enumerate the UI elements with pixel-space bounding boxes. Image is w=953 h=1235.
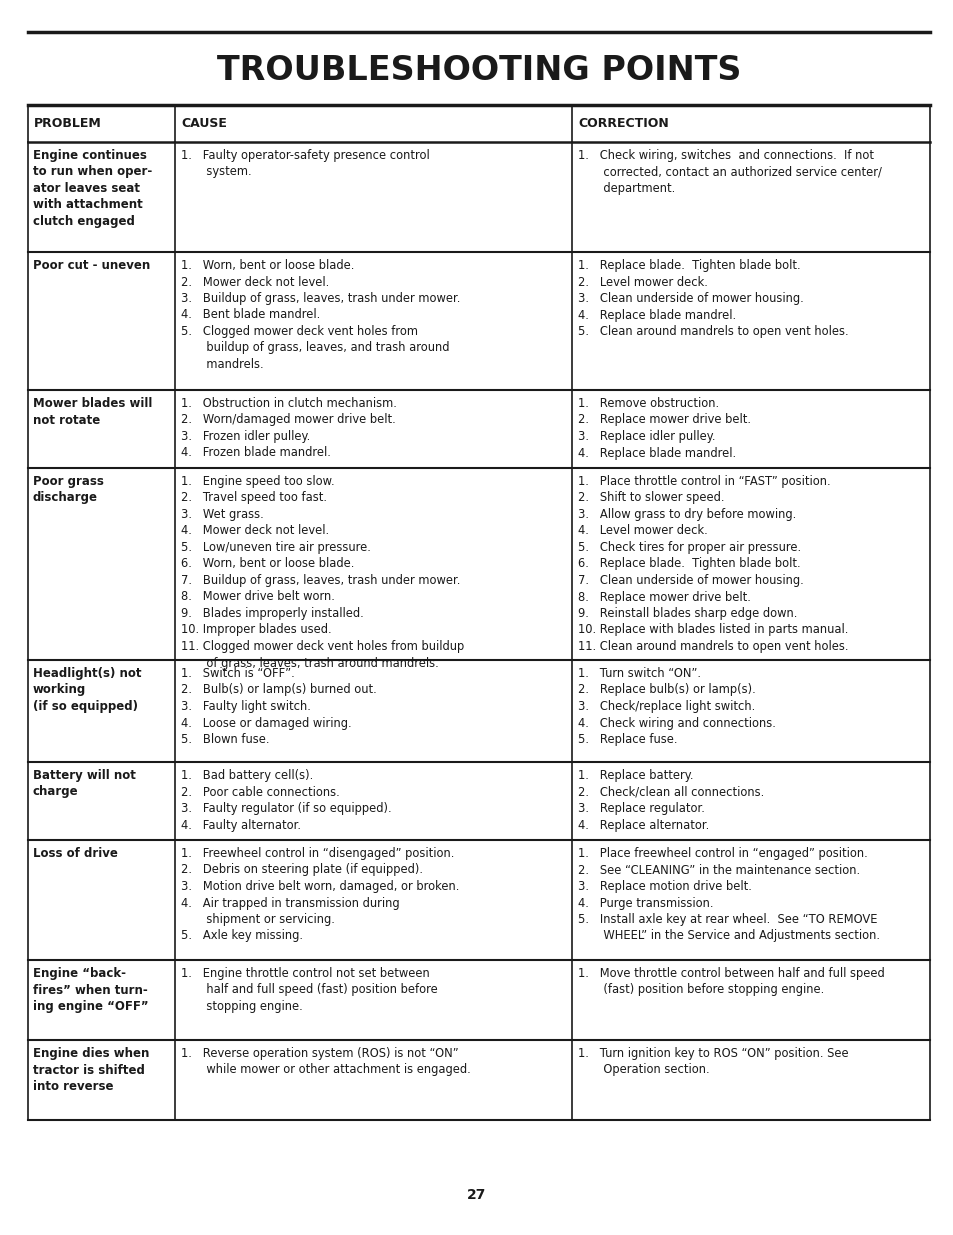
Text: 1.   Move throttle control between half and full speed
       (fast) position be: 1. Move throttle control between half an… [578, 967, 883, 997]
Text: 27: 27 [467, 1188, 486, 1202]
Text: 1.   Bad battery cell(s).
2.   Poor cable connections.
3.   Faulty regulator (if: 1. Bad battery cell(s). 2. Poor cable co… [181, 769, 392, 831]
Text: Engine dies when
tractor is shifted
into reverse: Engine dies when tractor is shifted into… [33, 1047, 150, 1093]
Text: 1.   Place throttle control in “FAST” position.
2.   Shift to slower speed.
3.  : 1. Place throttle control in “FAST” posi… [578, 475, 847, 653]
Text: Poor cut - uneven: Poor cut - uneven [33, 259, 150, 272]
Text: 1.   Turn switch “ON”.
2.   Replace bulb(s) or lamp(s).
3.   Check/replace light: 1. Turn switch “ON”. 2. Replace bulb(s) … [578, 667, 775, 746]
Text: 1.   Obstruction in clutch mechanism.
2.   Worn/damaged mower drive belt.
3.   F: 1. Obstruction in clutch mechanism. 2. W… [181, 396, 396, 459]
Text: 1.   Engine throttle control not set between
       half and full speed (fast) p: 1. Engine throttle control not set betwe… [181, 967, 437, 1013]
Text: Headlight(s) not
working
(if so equipped): Headlight(s) not working (if so equipped… [33, 667, 141, 713]
Text: 1.   Turn ignition key to ROS “ON” position. See
       Operation section.: 1. Turn ignition key to ROS “ON” positio… [578, 1047, 848, 1077]
Text: 1.   Reverse operation system (ROS) is not “ON”
       while mower or other atta: 1. Reverse operation system (ROS) is not… [181, 1047, 470, 1077]
Text: Engine “back-
fires” when turn-
ing engine “OFF”: Engine “back- fires” when turn- ing engi… [33, 967, 149, 1013]
Text: 1.   Faulty operator-safety presence control
       system.: 1. Faulty operator-safety presence contr… [181, 149, 429, 179]
Text: Mower blades will
not rotate: Mower blades will not rotate [33, 396, 152, 426]
Text: 1.   Switch is “OFF”.
2.   Bulb(s) or lamp(s) burned out.
3.   Faulty light swit: 1. Switch is “OFF”. 2. Bulb(s) or lamp(s… [181, 667, 376, 746]
Text: 1.   Replace battery.
2.   Check/clean all connections.
3.   Replace regulator.
: 1. Replace battery. 2. Check/clean all c… [578, 769, 763, 831]
Text: Battery will not
charge: Battery will not charge [33, 769, 135, 799]
Text: CAUSE: CAUSE [181, 117, 227, 130]
Text: 1.   Replace blade.  Tighten blade bolt.
2.   Level mower deck.
3.   Clean under: 1. Replace blade. Tighten blade bolt. 2.… [578, 259, 848, 338]
Text: Engine continues
to run when oper-
ator leaves seat
with attachment
clutch engag: Engine continues to run when oper- ator … [33, 149, 152, 228]
Text: PROBLEM: PROBLEM [34, 117, 102, 130]
Text: 1.   Remove obstruction.
2.   Replace mower drive belt.
3.   Replace idler pulle: 1. Remove obstruction. 2. Replace mower … [578, 396, 750, 459]
Text: 1.   Place freewheel control in “engaged” position.
2.   See “CLEANING” in the m: 1. Place freewheel control in “engaged” … [578, 847, 879, 942]
Text: TROUBLESHOOTING POINTS: TROUBLESHOOTING POINTS [216, 53, 740, 86]
Text: 1.   Engine speed too slow.
2.   Travel speed too fast.
3.   Wet grass.
4.   Mow: 1. Engine speed too slow. 2. Travel spee… [181, 475, 464, 669]
Text: 1.   Worn, bent or loose blade.
2.   Mower deck not level.
3.   Buildup of grass: 1. Worn, bent or loose blade. 2. Mower d… [181, 259, 460, 370]
Text: Loss of drive: Loss of drive [33, 847, 118, 860]
Text: Poor grass
discharge: Poor grass discharge [33, 475, 104, 505]
Text: CORRECTION: CORRECTION [578, 117, 668, 130]
Text: 1.   Freewheel control in “disengaged” position.
2.   Debris on steering plate (: 1. Freewheel control in “disengaged” pos… [181, 847, 459, 942]
Text: 1.   Check wiring, switches  and connections.  If not
       corrected, contact : 1. Check wiring, switches and connection… [578, 149, 881, 195]
